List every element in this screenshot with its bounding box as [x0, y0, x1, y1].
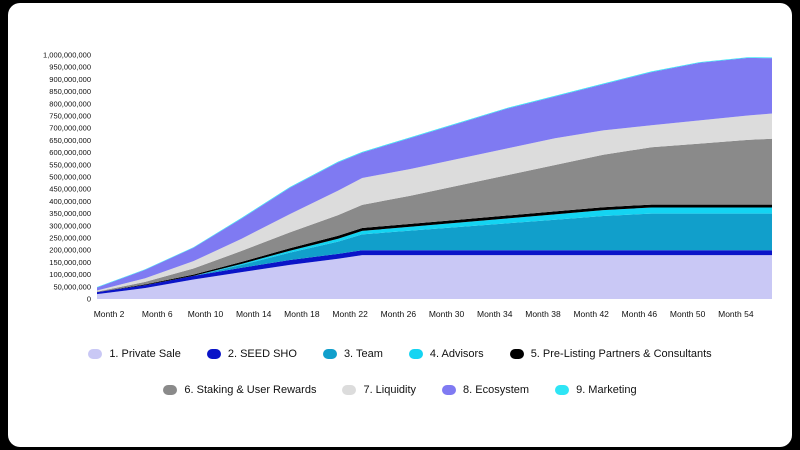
legend-item-5: 5. Pre-Listing Partners & Consultants [509, 348, 712, 360]
legend-item-6: 6. Staking & User Rewards [163, 384, 316, 396]
legend-label: 7. Liquidity [363, 384, 417, 396]
y-tick-label: 450,000,000 [49, 185, 91, 194]
y-tick-label: 900,000,000 [49, 75, 91, 84]
area-layers [97, 57, 772, 299]
area-series-3-3-team [97, 213, 772, 293]
y-tick-label: 550,000,000 [49, 160, 91, 169]
legend-swatch [322, 349, 337, 359]
y-tick-label: 400,000,000 [49, 197, 91, 206]
legend-item-2: 2. SEED SHO [206, 348, 297, 360]
y-axis: 0 50,000,000 100,000,000 150,000,000 200,000… [43, 51, 91, 304]
y-tick-label: 1,000,000,000 [43, 51, 91, 60]
legend-swatch [88, 349, 103, 359]
legend-item-8: 8. Ecosystem [442, 384, 529, 396]
legend-label: 5. Pre-Listing Partners & Consultants [530, 348, 712, 360]
y-tick-label: 250,000,000 [49, 234, 91, 243]
legend-item-1: 1. Private Sale [88, 348, 181, 360]
x-tick-label: Month 6 [142, 309, 173, 319]
y-tick-label: 0 [87, 295, 91, 304]
x-tick-label: Month 10 [188, 309, 224, 319]
legend-item-3: 3. Team [322, 348, 383, 360]
x-tick-label: Month 54 [718, 309, 754, 319]
area-series-2-2-seed-sho [97, 250, 772, 295]
y-tick-label: 200,000,000 [49, 246, 91, 255]
x-tick-label: Month 22 [332, 309, 368, 319]
legend-swatch [555, 385, 570, 395]
y-tick-label: 100,000,000 [49, 270, 91, 279]
legend-swatch [342, 385, 357, 395]
x-tick-label: Month 18 [284, 309, 320, 319]
legend-row-1: 1. Private Sale 2. SEED SHO 3. Team 4. Advi… [8, 348, 792, 360]
x-tick-label: Month 30 [429, 309, 465, 319]
area-series-8-8-ecosystem [97, 57, 772, 291]
x-tick-label: Month 34 [477, 309, 513, 319]
y-tick-label: 850,000,000 [49, 87, 91, 96]
legend-item-7: 7. Liquidity [342, 384, 416, 396]
y-tick-label: 700,000,000 [49, 124, 91, 133]
area-series-5-5-pre-listing-partners-consultants [97, 204, 772, 293]
stacked-area-chart: 0 50,000,000 100,000,000 150,000,000 200,000… [43, 51, 772, 319]
x-tick-label: Month 38 [525, 309, 561, 319]
legend-label: 3. Team [343, 348, 383, 360]
legend-label: 1. Private Sale [109, 348, 181, 360]
legend-label: 8. Ecosystem [463, 384, 530, 396]
legend-row-2: 6. Staking & User Rewards 7. Liquidity 8. … [8, 384, 792, 396]
y-tick-label: 750,000,000 [49, 112, 91, 121]
area-series-1-1-private-sale [97, 255, 772, 299]
legend-item-4: 4. Advisors [408, 348, 484, 360]
area-series-6-6-staking-user-rewards [97, 138, 772, 293]
y-tick-label: 950,000,000 [49, 63, 91, 72]
y-tick-label: 500,000,000 [49, 173, 91, 182]
legend-label: 2. SEED SHO [227, 348, 297, 360]
area-series-7-7-liquidity [97, 113, 772, 292]
x-tick-label: Month 46 [622, 309, 658, 319]
x-tick-label: Month 2 [94, 309, 125, 319]
legend-swatch [206, 349, 221, 359]
legend-swatch [442, 385, 457, 395]
legend-swatch [408, 349, 423, 359]
legend-label: 4. Advisors [429, 348, 484, 360]
y-tick-label: 350,000,000 [49, 209, 91, 218]
y-tick-label: 600,000,000 [49, 148, 91, 157]
x-tick-label: Month 14 [236, 309, 272, 319]
chart-card: 0 50,000,000 100,000,000 150,000,000 200,000… [8, 3, 792, 447]
y-tick-label: 800,000,000 [49, 99, 91, 108]
x-tick-label: Month 26 [381, 309, 417, 319]
y-tick-label: 150,000,000 [49, 258, 91, 267]
legend-label: 6. Staking & User Rewards [184, 384, 317, 396]
legend-item-9: 9. Marketing [555, 384, 637, 396]
legend-label: 9. Marketing [576, 384, 637, 396]
y-tick-label: 650,000,000 [49, 136, 91, 145]
legend-swatch [509, 349, 524, 359]
y-tick-label: 50,000,000 [53, 282, 91, 291]
x-tick-label: Month 42 [573, 309, 609, 319]
y-tick-label: 300,000,000 [49, 221, 91, 230]
legend-swatch [163, 385, 178, 395]
x-axis: Month 2 Month 6 Month 10 Month 14 Month 18 Mo… [94, 309, 754, 319]
x-tick-label: Month 50 [670, 309, 706, 319]
